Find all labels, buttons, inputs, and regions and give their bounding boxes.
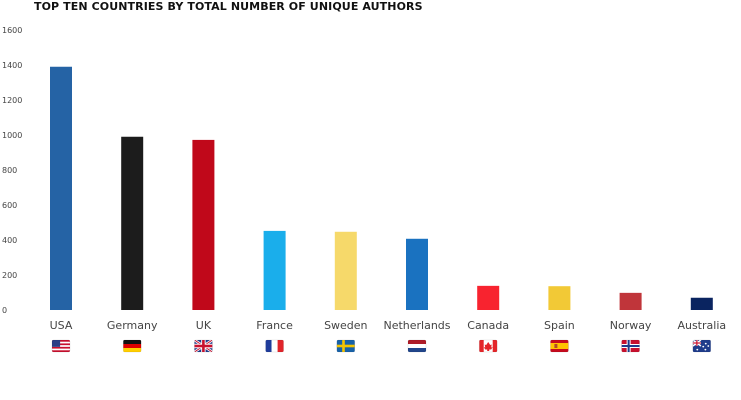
de-flag-icon [122,339,142,353]
us-flag-icon [51,339,71,353]
y-tick-label: 0 [2,306,7,315]
bar-sweden [334,231,357,310]
y-tick-label: 200 [2,271,17,280]
category-label: Canada [467,319,509,332]
category-label: Australia [677,319,726,332]
bar-australia [690,297,713,310]
y-tick-label: 1600 [2,26,22,35]
bar-norway [619,292,642,310]
category-label: USA [50,319,73,332]
no-flag-icon [621,339,640,353]
category-label: Spain [544,319,575,332]
gb-flag-icon [194,339,213,353]
category-label: Netherlands [383,319,450,332]
y-tick-label: 800 [2,166,17,175]
category-label: Germany [107,319,158,332]
x-axis: USA Germany UK France Sweden Netherlands Canad… [50,319,727,332]
category-label: Sweden [324,319,367,332]
bar-netherlands [406,238,428,310]
ca-flag-icon [478,339,498,353]
category-label: UK [196,319,212,332]
fr-flag-icon [265,339,284,353]
bar-uk [192,139,215,310]
bar-spain [548,286,571,310]
flags [51,339,712,353]
se-flag-icon [336,339,356,353]
category-label: Norway [610,319,652,332]
es-flag-icon [550,339,569,353]
category-label: France [256,319,293,332]
y-tick-label: 600 [2,201,17,210]
bar-germany [121,136,144,310]
y-axis: 0 200 400 600 800 1000 1200 1400 1600 [2,26,22,315]
au-flag-icon [692,339,712,353]
bar-usa [50,66,72,310]
bars [50,66,713,310]
y-tick-label: 1400 [2,61,22,70]
y-tick-label: 1200 [2,96,22,105]
chart-title: TOP TEN COUNTRIES BY TOTAL NUMBER OF UNI… [34,0,423,13]
bar-france [263,230,286,310]
bar-canada [477,285,500,310]
nl-flag-icon [407,339,427,353]
y-tick-label: 1000 [2,131,22,140]
y-tick-label: 400 [2,236,17,245]
